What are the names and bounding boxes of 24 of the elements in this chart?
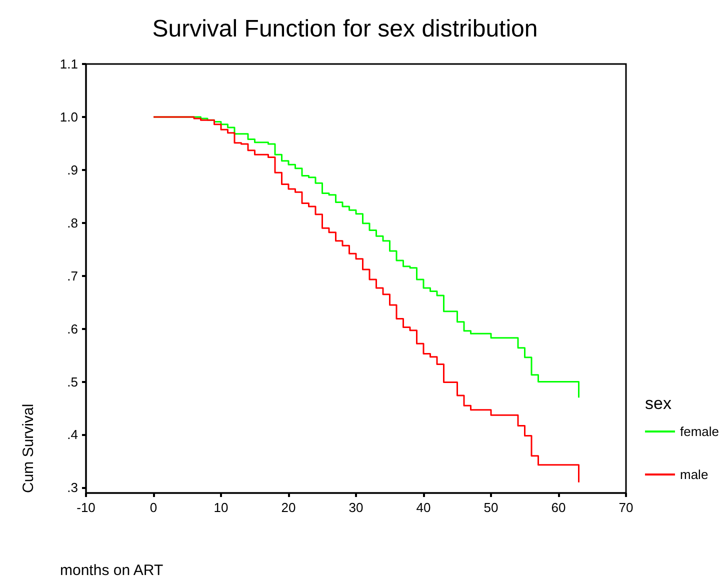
x-tick-label: 60 bbox=[551, 500, 566, 515]
y-tick-label: .4 bbox=[67, 427, 78, 442]
y-tick-label: .9 bbox=[67, 162, 78, 178]
y-tick-label: 1.0 bbox=[60, 109, 78, 124]
chart-title: Survival Function for sex distribution bbox=[152, 16, 538, 42]
legend-label: female bbox=[680, 424, 720, 439]
x-axis-title: months on ART bbox=[60, 562, 164, 579]
y-tick-label: .5 bbox=[67, 374, 78, 390]
x-tick-label: 20 bbox=[281, 500, 296, 515]
x-tick-label: 10 bbox=[214, 500, 228, 515]
x-tick-label: -10 bbox=[76, 500, 96, 515]
legend-title: sex bbox=[645, 394, 672, 413]
x-tick-label: 30 bbox=[348, 500, 364, 515]
legend-label: male bbox=[680, 467, 708, 482]
y-tick-label: .3 bbox=[67, 480, 78, 496]
x-tick-label: 0 bbox=[150, 500, 158, 515]
y-tick-label: .6 bbox=[67, 321, 78, 336]
y-tick-label: 1.1 bbox=[60, 56, 78, 72]
y-axis-title: Cum Survival bbox=[20, 404, 37, 493]
x-tick-label: 50 bbox=[484, 500, 498, 515]
y-tick-label: .8 bbox=[67, 215, 78, 230]
y-tick-label: .7 bbox=[67, 268, 78, 284]
x-tick-label: 40 bbox=[416, 500, 431, 515]
x-tick-label: 70 bbox=[618, 500, 634, 515]
